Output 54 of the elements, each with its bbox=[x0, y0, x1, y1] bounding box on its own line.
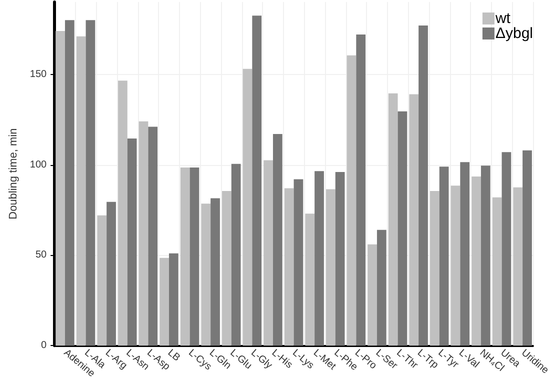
bar bbox=[284, 188, 294, 346]
bar bbox=[450, 186, 460, 346]
bar bbox=[252, 16, 262, 346]
bar bbox=[409, 94, 419, 346]
bar bbox=[242, 68, 252, 346]
bar bbox=[127, 138, 137, 346]
bar bbox=[430, 191, 440, 346]
bar bbox=[376, 230, 386, 346]
y-tick-label: 0 bbox=[41, 340, 48, 352]
bar bbox=[460, 162, 470, 346]
y-axis-title: Doubling time, min bbox=[8, 128, 20, 220]
y-tick-label: 150 bbox=[30, 68, 48, 80]
bar bbox=[472, 176, 481, 346]
bar bbox=[388, 93, 398, 346]
bar bbox=[480, 166, 490, 346]
bar bbox=[190, 167, 200, 346]
bar bbox=[231, 164, 241, 346]
bar bbox=[97, 215, 107, 346]
bar bbox=[502, 152, 512, 346]
y-tick-label: 100 bbox=[30, 159, 48, 170]
bar bbox=[201, 204, 211, 346]
bar bbox=[106, 202, 116, 346]
bar bbox=[86, 20, 96, 346]
bar bbox=[522, 150, 532, 346]
bar bbox=[418, 26, 428, 346]
bar bbox=[294, 179, 304, 346]
bar bbox=[492, 197, 502, 346]
bar bbox=[326, 189, 336, 346]
bar bbox=[356, 34, 366, 346]
bar bbox=[264, 160, 273, 346]
bar bbox=[346, 55, 356, 346]
bar bbox=[168, 253, 178, 346]
bar bbox=[56, 30, 65, 346]
bar bbox=[118, 80, 128, 346]
bar bbox=[138, 121, 148, 346]
bar bbox=[180, 167, 190, 346]
bar bbox=[210, 198, 220, 346]
y-tick-label: 50 bbox=[35, 250, 48, 261]
legend-label: wt bbox=[494, 10, 512, 27]
legend-label: Δybgl bbox=[495, 25, 534, 42]
bar bbox=[398, 111, 408, 346]
bar bbox=[513, 187, 523, 346]
bar bbox=[160, 258, 169, 346]
bar bbox=[76, 36, 86, 346]
bar bbox=[439, 166, 449, 346]
bar bbox=[314, 171, 324, 346]
bar bbox=[305, 214, 315, 346]
bar bbox=[148, 126, 158, 346]
bar bbox=[64, 20, 74, 346]
x-tick-label: LB bbox=[165, 347, 182, 364]
bar bbox=[272, 134, 282, 346]
bar bbox=[335, 172, 345, 346]
bar bbox=[368, 244, 377, 346]
bar bbox=[222, 191, 232, 346]
